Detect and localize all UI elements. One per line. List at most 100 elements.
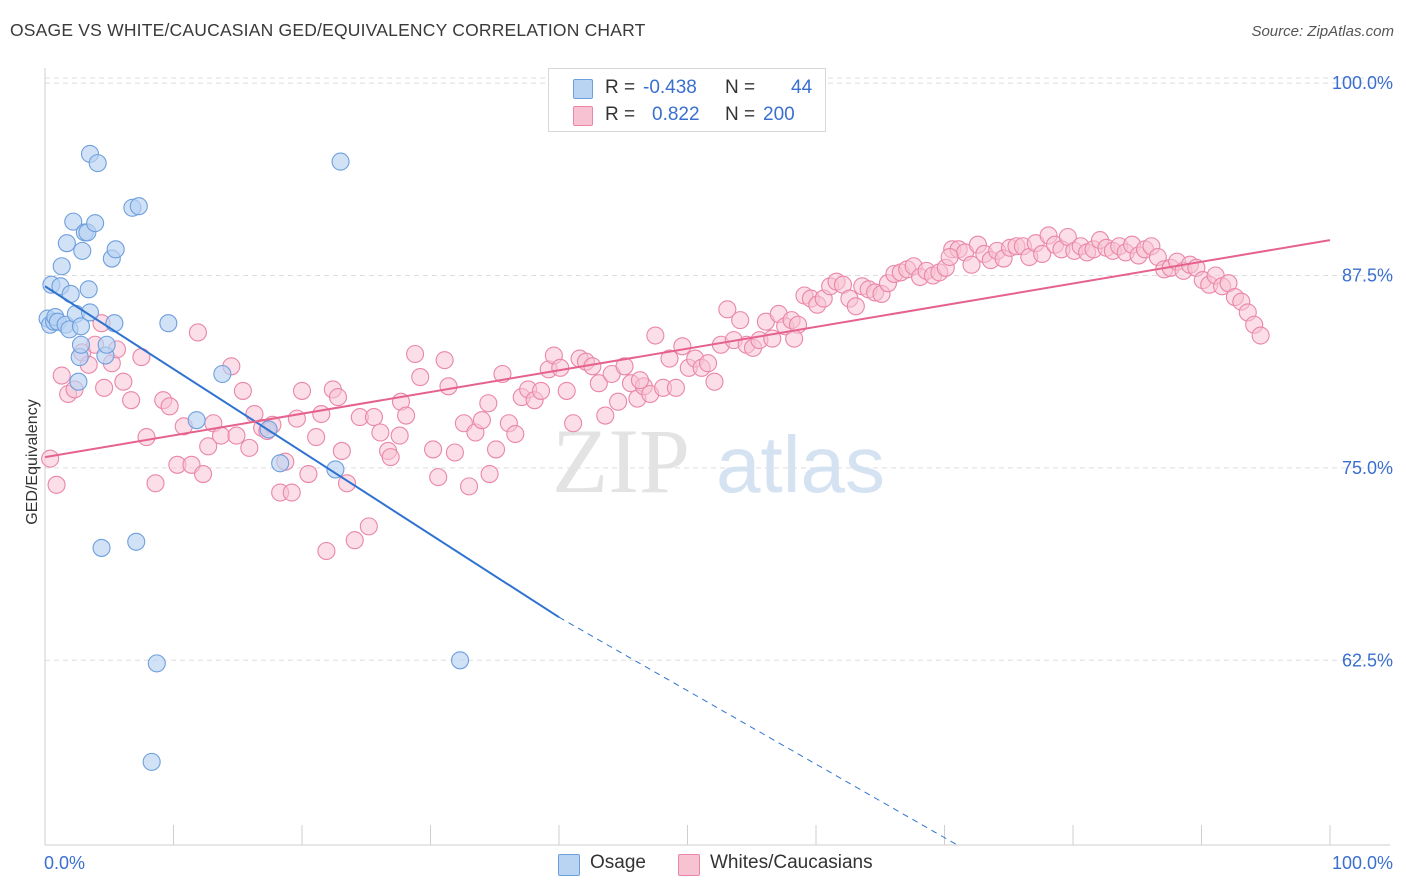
whites-point: [160, 397, 179, 416]
osage-point: [127, 532, 146, 551]
whites-point: [660, 349, 679, 368]
whites-point: [345, 531, 364, 550]
whites-point: [1251, 326, 1270, 345]
y-tick-label: 75.0%: [1342, 458, 1393, 478]
whites-point: [424, 440, 443, 459]
whites-point: [292, 381, 312, 400]
whites-point: [785, 329, 804, 348]
osage-point: [69, 372, 88, 391]
whites-legend-swatch: [678, 854, 700, 876]
osage-point: [106, 240, 125, 259]
source-label: Source: ZipAtlas.com: [1251, 23, 1394, 40]
whites-point: [397, 406, 416, 425]
whites-point: [371, 423, 390, 442]
whites-point: [609, 392, 628, 411]
y-tick-label: 100.0%: [1332, 73, 1393, 93]
whites-point: [429, 468, 448, 487]
whites-point: [940, 247, 959, 267]
osage-trend-line: [44, 285, 560, 619]
n-label: N =: [725, 104, 756, 125]
n-value: 200: [763, 104, 795, 125]
osage-point: [129, 197, 148, 216]
whites-point: [364, 408, 384, 427]
whites-point: [846, 297, 865, 316]
r-value: 0.822: [652, 104, 700, 125]
osage-point: [147, 654, 166, 673]
n-value: 44: [791, 77, 813, 98]
whites-point: [188, 323, 207, 342]
blue-points: [38, 144, 470, 771]
legend-row-whites: R = 0.822 N = 200: [549, 102, 825, 128]
osage-point: [92, 538, 111, 557]
whites-point: [486, 440, 506, 459]
whites-point: [673, 337, 692, 356]
osage-point: [57, 234, 76, 253]
whites-point: [211, 426, 231, 445]
whites-point: [41, 449, 60, 468]
whites-point: [506, 424, 525, 444]
whites-point: [317, 541, 336, 561]
whites-point: [146, 474, 165, 493]
whites-point: [282, 483, 301, 502]
osage-point: [213, 364, 232, 384]
whites-point: [359, 517, 378, 536]
whites-point: [227, 426, 246, 445]
whites-point: [480, 464, 499, 484]
osage-point: [451, 651, 470, 670]
whites-point: [194, 464, 213, 484]
osage-point: [331, 152, 350, 171]
whites-point: [557, 381, 576, 400]
osage-point: [159, 314, 178, 333]
whites-point: [962, 255, 981, 274]
whites-swatch: [573, 106, 593, 126]
osage-point: [79, 280, 98, 299]
y-tick-label: 62.5%: [1342, 650, 1393, 670]
whites-point: [1033, 244, 1052, 263]
whites-point: [406, 344, 425, 364]
whites-point: [699, 354, 718, 373]
osage-point: [64, 212, 83, 231]
osage-point: [326, 460, 345, 479]
x-tick-label: 0.0%: [44, 853, 85, 873]
osage-point: [105, 314, 124, 333]
whites-point: [472, 411, 491, 430]
whites-point: [646, 326, 665, 345]
r-label: R =: [605, 77, 636, 98]
whites-point: [233, 381, 252, 400]
whites-point: [199, 437, 218, 456]
osage-point: [271, 454, 290, 473]
osage-point: [52, 257, 71, 276]
osage-point: [97, 335, 116, 354]
y-axis-label: GED/Equivalency: [24, 399, 41, 524]
whites-point: [596, 406, 615, 425]
whites-point: [52, 366, 71, 385]
whites-point: [445, 443, 464, 462]
whites-point: [137, 428, 156, 447]
whites-legend-label: Whites/Caucasians: [710, 852, 873, 873]
osage-point: [142, 752, 161, 771]
osage-point: [80, 303, 100, 322]
osage-point: [71, 335, 91, 354]
n-label: N =: [725, 77, 756, 98]
y-tick-label: 87.5%: [1342, 265, 1393, 285]
whites-point: [390, 426, 409, 445]
watermark-atlas: atlas: [716, 420, 885, 509]
whites-point: [551, 358, 570, 377]
whites-point: [731, 311, 750, 330]
osage-legend-swatch: [558, 854, 580, 876]
whites-point: [95, 378, 114, 397]
whites-point: [240, 438, 259, 457]
whites-point: [381, 448, 400, 467]
chart-title: OSAGE VS WHITE/CAUCASIAN GED/EQUIVALENCY…: [10, 20, 646, 40]
tick-labels: 62.5% 75.0% 87.5% 100.0% 0.0% 100.0%: [44, 73, 1393, 873]
whites-point: [459, 477, 479, 496]
whites-point: [312, 404, 331, 424]
whites-point: [47, 475, 66, 494]
trend-lines: [44, 239, 1331, 846]
whites-trend-line: [44, 239, 1331, 459]
osage-point: [187, 411, 206, 430]
whites-point: [705, 372, 724, 391]
whites-point: [479, 394, 498, 413]
watermark: ZIP atlas: [552, 410, 885, 512]
r-value: -0.438: [643, 77, 697, 98]
